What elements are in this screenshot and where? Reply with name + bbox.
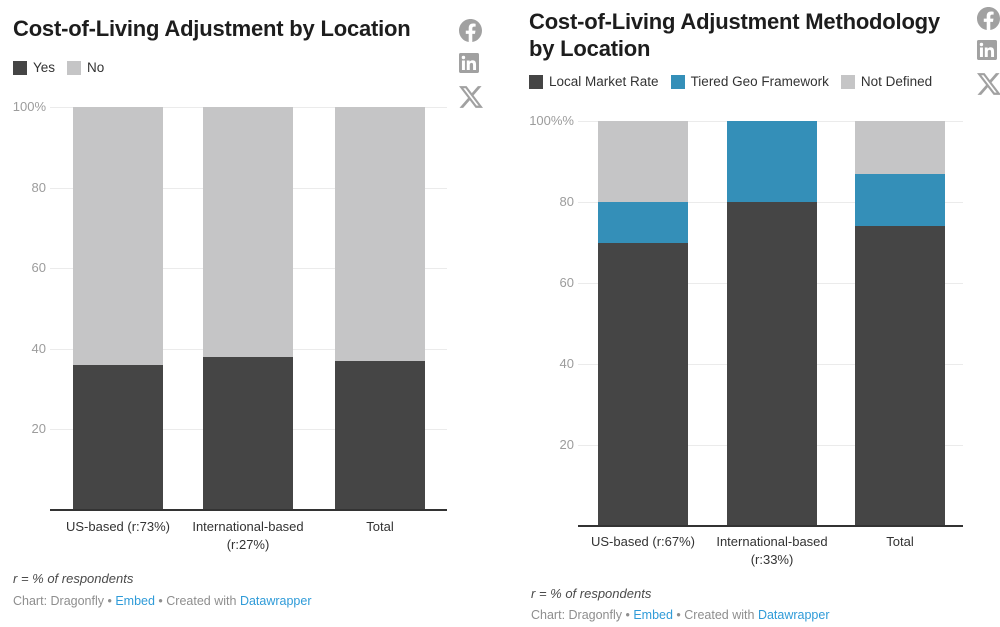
legend-label: Tiered Geo Framework: [690, 74, 829, 89]
bar-segment[interactable]: [203, 107, 293, 357]
bar-segment[interactable]: [855, 173, 945, 227]
chart-title: Cost-of-Living Adjustment by Location: [13, 15, 411, 42]
x-category-label: US-based (r:67%): [590, 534, 696, 549]
bar-segment[interactable]: [855, 121, 945, 174]
x-category-label: International-based (r:33%): [716, 534, 828, 567]
legend-swatch: [529, 74, 543, 89]
x-axis-line: [578, 525, 963, 527]
bar-segment[interactable]: [335, 360, 425, 510]
chart-credit: Chart: Dragonfly: [13, 594, 105, 608]
bar-segment[interactable]: [727, 202, 817, 526]
legend-item: No: [67, 60, 104, 75]
footer-note: r = % of respondents: [13, 571, 134, 586]
attribution-line: Chart: Dragonfly • Embed • Created with …: [13, 594, 312, 608]
bar-segment[interactable]: [73, 364, 163, 510]
legend-item: Local Market Rate: [529, 74, 659, 89]
bar-segment[interactable]: [598, 242, 688, 526]
embed-link[interactable]: Embed: [633, 608, 673, 622]
x-category-label: US-based (r:73%): [65, 519, 171, 534]
legend-swatch: [840, 74, 855, 89]
x-category-label: International-based (r:27%): [192, 519, 304, 552]
separator: •: [104, 594, 116, 608]
chart-title: Cost-of-Living Adjustment Methodology by …: [529, 8, 940, 62]
bar-segment[interactable]: [598, 202, 688, 243]
y-tick-label: 80: [31, 179, 46, 195]
chart-panel: Cost-of-Living Adjustment by Location Yes…: [12, 15, 483, 608]
legend-swatch: [67, 60, 82, 75]
bar-segment[interactable]: [598, 121, 688, 202]
attribution-line: Chart: Dragonfly • Embed • Created with …: [531, 608, 830, 622]
chart-panel: Cost-of-Living Adjustment Methodology by …: [500, 0, 1000, 627]
created-with-text: Created with: [166, 594, 240, 608]
bar-segment[interactable]: [335, 107, 425, 361]
y-tick-label: 40: [559, 356, 574, 371]
legend-label: Local Market Rate: [549, 74, 659, 89]
chart-credit: Chart: Dragonfly: [531, 608, 623, 622]
bar-segment[interactable]: [73, 107, 163, 365]
linkedin-icon[interactable]: [459, 53, 479, 73]
separator: •: [672, 608, 685, 622]
bar-segment[interactable]: [855, 226, 945, 526]
facebook-icon[interactable]: [977, 7, 1000, 30]
footer-note: r = % of respondents: [531, 586, 652, 601]
y-tick-label: 20: [31, 421, 46, 437]
chart-title-line: Cost-of-Living Adjustment by Location: [13, 16, 411, 41]
bar-segment[interactable]: [727, 121, 817, 202]
y-tick-label: 40: [31, 340, 46, 356]
y-tick-label: 60: [559, 275, 574, 290]
legend-label: Yes: [33, 60, 56, 75]
y-tick-label: 100%: [12, 99, 46, 114]
y-tick-label: 100%%: [529, 113, 574, 128]
separator: •: [622, 608, 634, 622]
linkedin-icon[interactable]: [977, 40, 997, 60]
legend-item: Not Defined: [840, 74, 933, 89]
legend-label: Not Defined: [860, 74, 933, 89]
created-with-text: Created with: [684, 608, 758, 622]
legend-swatch: [670, 74, 685, 89]
chart-title-line: by Location: [529, 36, 651, 61]
y-tick-label: 80: [559, 194, 574, 209]
datawrapper-link[interactable]: Datawrapper: [239, 594, 312, 608]
x-axis-line: [50, 509, 447, 511]
x-icon[interactable]: [977, 72, 1000, 96]
chart-title-line: Cost-of-Living Adjustment Methodology: [529, 9, 940, 34]
bar-segment[interactable]: [203, 356, 293, 510]
embed-link[interactable]: Embed: [115, 594, 155, 608]
datawrapper-link[interactable]: Datawrapper: [757, 608, 830, 622]
x-category-label: Total: [886, 534, 914, 549]
y-tick-label: 20: [559, 437, 574, 452]
x-category-label: Total: [366, 519, 394, 534]
separator: •: [154, 594, 167, 608]
y-tick-label: 60: [31, 260, 46, 276]
legend-item: Tiered Geo Framework: [670, 74, 829, 89]
facebook-icon[interactable]: [459, 19, 482, 42]
x-icon[interactable]: [459, 85, 483, 109]
legend-item: Yes: [13, 60, 55, 75]
legend-swatch: [13, 60, 27, 75]
legend-label: No: [87, 60, 105, 75]
legend: Local Market Rate Tiered Geo Framework Not…: [529, 74, 944, 89]
legend: Yes No: [13, 60, 116, 75]
